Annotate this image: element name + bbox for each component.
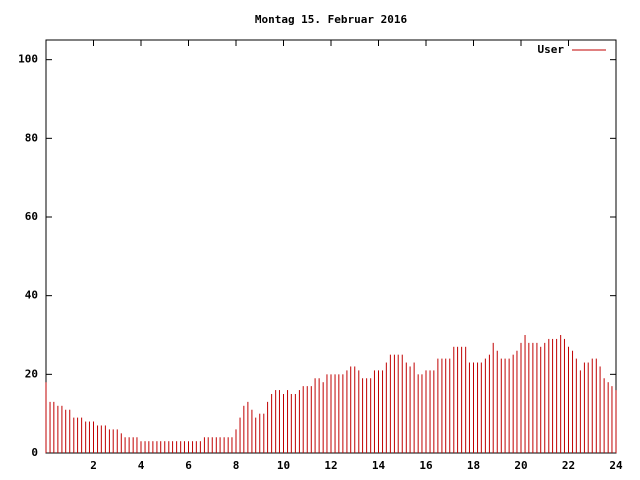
y-tick-label: 80: [25, 131, 38, 144]
y-tick-label: 40: [25, 289, 38, 302]
x-tick-label: 22: [562, 459, 575, 472]
x-tick-label: 4: [138, 459, 145, 472]
y-tick-label: 60: [25, 210, 38, 223]
x-tick-label: 18: [467, 459, 480, 472]
x-tick-label: 2: [90, 459, 97, 472]
y-tick-label: 100: [18, 53, 38, 66]
x-tick-label: 8: [233, 459, 240, 472]
x-tick-label: 6: [185, 459, 192, 472]
x-tick-label: 12: [324, 459, 337, 472]
x-tick-label: 24: [609, 459, 623, 472]
x-tick-label: 16: [419, 459, 433, 472]
y-tick-label: 0: [31, 446, 38, 459]
legend-label: User: [538, 43, 565, 56]
x-tick-label: 14: [372, 459, 386, 472]
chart-title: Montag 15. Februar 2016: [255, 13, 408, 26]
y-tick-label: 20: [25, 367, 38, 380]
x-tick-label: 20: [514, 459, 527, 472]
x-tick-label: 10: [277, 459, 290, 472]
